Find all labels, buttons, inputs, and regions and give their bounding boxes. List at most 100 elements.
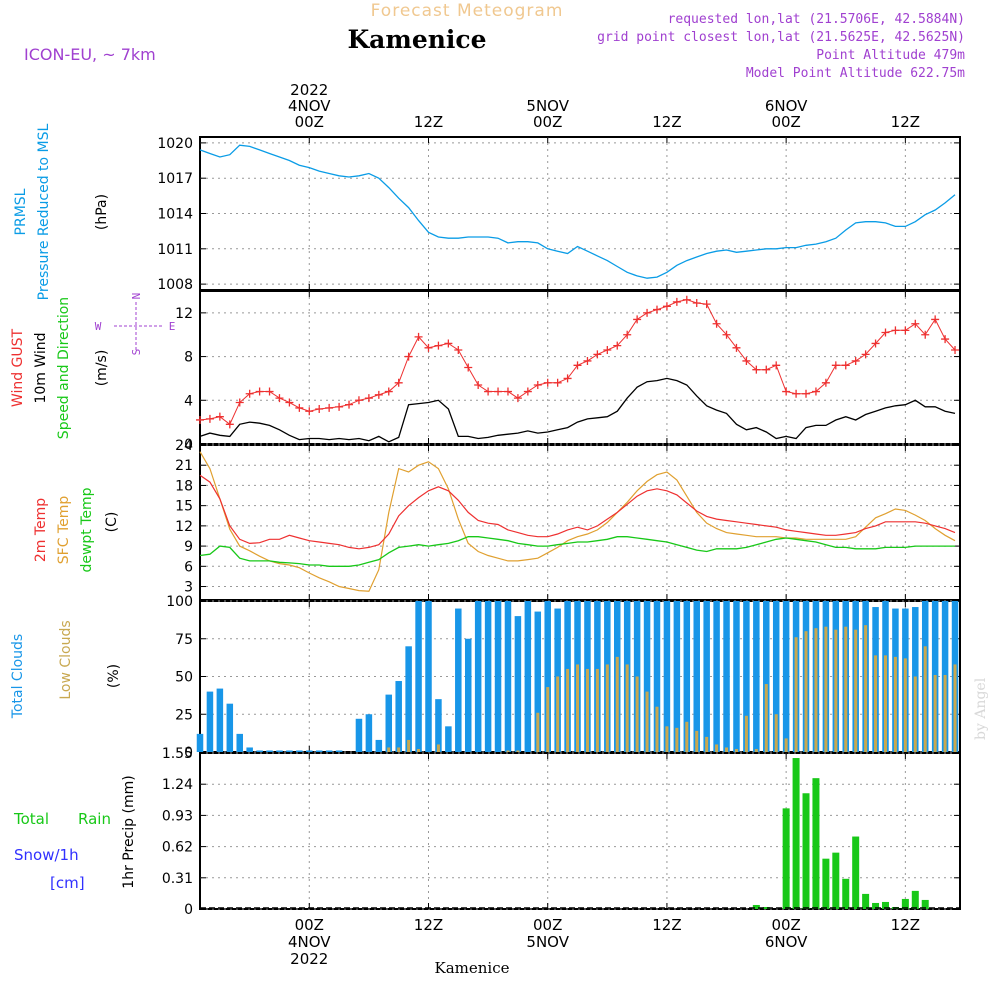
footer-location: Kamenice xyxy=(435,959,510,977)
gust-marker xyxy=(652,305,661,314)
rain-bar xyxy=(752,904,760,909)
gust-marker xyxy=(285,398,294,407)
gust-marker xyxy=(732,343,741,352)
rain-bar xyxy=(921,899,929,909)
rain-bar xyxy=(881,901,889,909)
low-clouds-label: Low Clouds xyxy=(58,620,74,699)
low-cloud-bar xyxy=(546,687,550,752)
total-cloud-bar xyxy=(256,750,263,752)
rain-label: Rain xyxy=(78,810,111,828)
gust-marker xyxy=(951,346,960,355)
gust-marker xyxy=(215,412,224,421)
gust-marker xyxy=(345,400,354,409)
gust-marker xyxy=(623,330,632,339)
total-cloud-bar xyxy=(673,601,681,752)
bottom-time-label: 6NOV xyxy=(765,933,808,951)
compass-e: E xyxy=(169,320,176,333)
precip-labels: Total Rain Snow/1h [cm] 1hr Precip (mm) xyxy=(13,775,137,892)
gust-marker xyxy=(325,403,334,412)
gust-marker xyxy=(384,387,393,396)
gust-marker xyxy=(901,326,910,335)
low-cloud-bar xyxy=(576,664,580,752)
total-cloud-bar xyxy=(236,733,243,752)
gust-marker xyxy=(454,346,463,355)
top-time-label: 12Z xyxy=(652,113,681,131)
low-cloud-bar xyxy=(715,744,719,752)
bottom-time-label: 2022 xyxy=(290,950,328,968)
gust-marker xyxy=(503,387,512,396)
prmsl-desc: Pressure Reduced to MSL xyxy=(36,123,52,300)
bottom-time-label: 00Z xyxy=(771,916,800,934)
panel-prmsl: 1008 1011 1014 1017 1020 xyxy=(157,136,961,293)
gust-marker xyxy=(354,396,363,405)
top-time-label: 5NOV xyxy=(526,97,569,115)
y-tick-label: 9 xyxy=(184,539,193,555)
snow-unit-label: [cm] xyxy=(50,874,85,892)
low-cloud-bar xyxy=(774,714,778,752)
rain-bar xyxy=(812,778,820,909)
y-tick-label: 0.31 xyxy=(162,871,193,887)
low-cloud-bar xyxy=(804,631,808,752)
rain-bar xyxy=(802,793,810,909)
gust-marker xyxy=(851,356,860,365)
gust-marker xyxy=(523,387,532,396)
snow-label: Snow/1h xyxy=(14,846,79,864)
gust-marker xyxy=(494,387,503,396)
total-cloud-bar xyxy=(435,699,442,752)
y-tick-label: 1017 xyxy=(157,171,193,187)
gust-marker xyxy=(245,389,254,398)
low-cloud-bar xyxy=(943,674,947,752)
rain-bar xyxy=(852,836,860,909)
low-cloud-bar xyxy=(615,656,619,752)
total-cloud-bar xyxy=(484,601,492,752)
gust-marker xyxy=(782,387,791,396)
gust-marker xyxy=(295,403,304,412)
low-cloud-bar xyxy=(854,629,858,752)
total-cloud-bar xyxy=(355,718,363,752)
rain-bar xyxy=(822,858,830,909)
total-cloud-bar xyxy=(683,601,691,752)
cloud-labels: Total Clouds Low Clouds (%) xyxy=(10,620,122,719)
low-cloud-bar xyxy=(516,750,520,752)
gust-marker xyxy=(553,378,562,387)
rain-bar xyxy=(911,890,919,909)
total-label: Total xyxy=(13,810,49,828)
gust-marker xyxy=(752,365,761,374)
gust-marker xyxy=(891,326,900,335)
y-tick-label: 8 xyxy=(184,350,193,366)
compass-rose: N W E S xyxy=(95,293,176,356)
gust-marker xyxy=(742,356,751,365)
temp-labels: 2m Temp SFC Temp dewpt Temp (C) xyxy=(33,487,120,572)
sfc-label: SFC Temp xyxy=(56,496,72,565)
pressure-labels: PRMSL Pressure Reduced to MSL (hPa) xyxy=(13,123,110,300)
wind-speed-line xyxy=(199,377,956,443)
low-cloud-bar xyxy=(397,747,401,752)
y-tick-label: 75 xyxy=(175,632,193,648)
low-cloud-bar xyxy=(665,726,669,752)
rain-bar xyxy=(862,893,870,909)
total-cloud-bar xyxy=(415,601,422,752)
gust-marker xyxy=(593,350,602,359)
gust-marker xyxy=(861,350,870,359)
low-cloud-bar xyxy=(655,706,659,752)
bottom-time-label: 12Z xyxy=(652,916,681,934)
wind-unit: (m/s) xyxy=(94,350,110,387)
low-cloud-bar xyxy=(874,655,878,752)
total-clouds-label: Total Clouds xyxy=(10,634,26,719)
total-cloud-bar xyxy=(246,747,253,752)
total-cloud-bar xyxy=(723,601,730,752)
compass-n: N xyxy=(130,293,143,300)
total-cloud-bar xyxy=(782,601,790,752)
model-altitude: Model Point Altitude 622.75m xyxy=(746,66,965,81)
low-cloud-bar xyxy=(864,625,868,752)
dewpt-label: dewpt Temp xyxy=(79,487,95,572)
gust-marker xyxy=(583,356,592,365)
gust-marker xyxy=(424,343,433,352)
rain-bar xyxy=(792,758,800,909)
low-cloud-bar xyxy=(705,736,709,752)
point-altitude: Point Altitude 479m xyxy=(816,48,965,63)
gust-marker xyxy=(603,346,612,355)
location-title: Kamenice xyxy=(347,25,486,54)
gust-marker xyxy=(662,302,671,311)
gust-marker xyxy=(712,319,721,328)
